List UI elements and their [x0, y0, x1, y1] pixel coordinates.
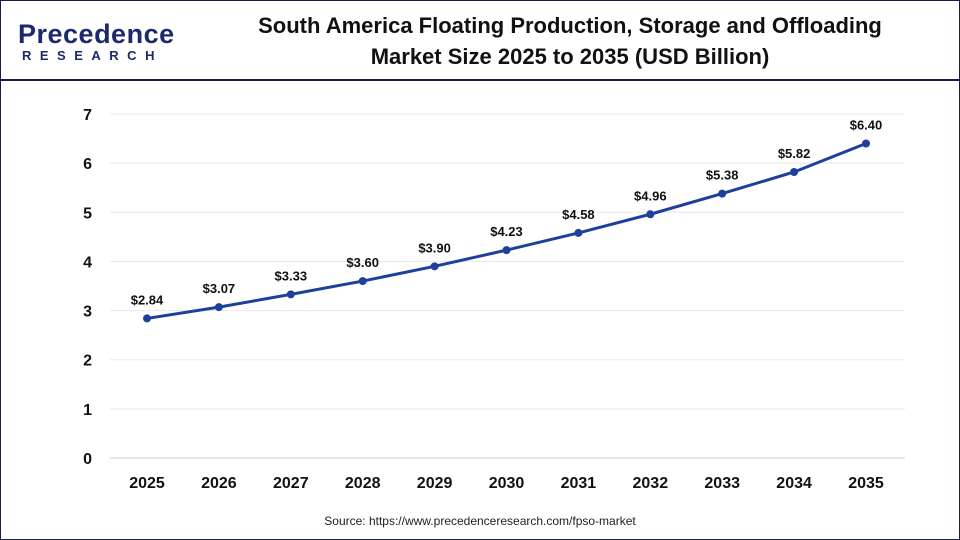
- x-tick-label: 2027: [273, 475, 309, 492]
- data-label: $4.96: [634, 188, 667, 203]
- y-tick-label: 2: [83, 353, 92, 370]
- data-label: $3.60: [346, 255, 379, 270]
- data-point: [646, 210, 655, 219]
- data-point: [574, 228, 583, 237]
- x-tick-label: 2035: [848, 475, 884, 492]
- data-label: $3.90: [418, 240, 451, 255]
- y-tick-label: 1: [83, 402, 92, 419]
- x-tick-label: 2033: [704, 475, 740, 492]
- data-point: [502, 246, 511, 255]
- data-point: [358, 277, 367, 286]
- logo: Precedence RESEARCH: [18, 20, 175, 63]
- title-line2: Market Size 2025 to 2035 (USD Billion): [370, 44, 770, 69]
- x-tick-label: 2029: [417, 475, 453, 492]
- y-tick-label: 3: [83, 304, 92, 321]
- x-tick-label: 2032: [633, 475, 669, 492]
- title-line1: South America Floating Production, Stora…: [258, 13, 882, 38]
- data-label: $3.07: [203, 281, 236, 296]
- data-point: [143, 314, 151, 323]
- data-label: $6.40: [850, 117, 883, 132]
- data-point: [790, 167, 799, 176]
- x-tick-label: 2031: [561, 475, 597, 492]
- data-label: $4.58: [562, 207, 595, 222]
- x-tick-label: 2034: [776, 475, 812, 492]
- y-tick-label: 6: [83, 156, 92, 173]
- data-label: $2.84: [131, 292, 164, 307]
- data-point: [718, 189, 727, 198]
- data-point: [286, 290, 295, 299]
- y-tick-label: 7: [83, 107, 92, 124]
- data-label: $3.33: [275, 268, 308, 283]
- data-label: $5.38: [706, 168, 739, 183]
- y-tick-label: 5: [83, 205, 92, 222]
- logo-line2: RESEARCH: [22, 48, 163, 63]
- data-label: $5.82: [778, 146, 811, 161]
- y-tick-label: 4: [83, 254, 92, 271]
- x-tick-label: 2028: [345, 475, 381, 492]
- data-point: [862, 139, 870, 148]
- source-note: Source: https://www.precedenceresearch.c…: [324, 514, 636, 528]
- data-point: [430, 262, 439, 271]
- chart-title: South America Floating Production, Stora…: [200, 10, 940, 72]
- data-point: [214, 303, 223, 312]
- x-tick-label: 2030: [489, 475, 525, 492]
- y-tick-label: 0: [83, 451, 92, 468]
- header-divider: [0, 79, 960, 81]
- logo-line1: Precedence: [18, 19, 175, 49]
- x-tick-label: 2025: [129, 475, 165, 492]
- x-tick-label: 2026: [201, 475, 237, 492]
- data-label: $4.23: [490, 224, 523, 239]
